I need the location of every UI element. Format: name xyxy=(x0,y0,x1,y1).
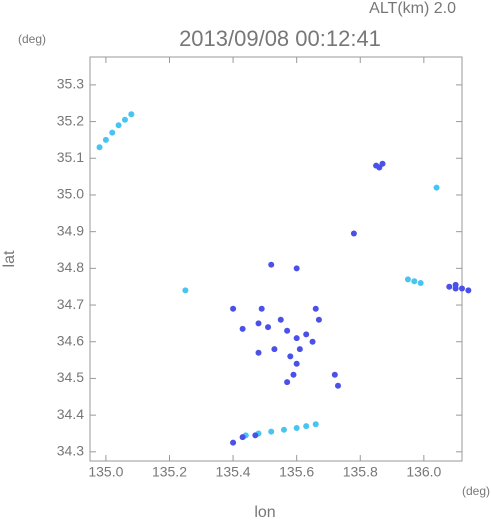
echo-point xyxy=(271,346,278,353)
x-tick-label: 135.0 xyxy=(88,464,123,480)
echo-point xyxy=(252,432,259,439)
x-tick-label: 135.6 xyxy=(279,464,314,480)
echo-point xyxy=(265,324,272,331)
echo-point xyxy=(239,434,246,441)
y-tick-label: 34.6 xyxy=(57,332,84,348)
echo-point xyxy=(115,122,122,129)
x-tick-label: 135.2 xyxy=(152,464,187,480)
echo-point xyxy=(312,305,319,312)
y-tick-label: 34.3 xyxy=(57,443,84,459)
y-tick-label: 34.8 xyxy=(57,259,84,275)
x-axis-label: lon xyxy=(254,504,275,521)
echo-point xyxy=(239,325,246,332)
echo-point xyxy=(335,382,341,389)
y-tick-label: 35.0 xyxy=(57,186,84,202)
echo-point xyxy=(315,316,322,323)
chart-subtitle: ALT(km) 2.0 xyxy=(369,0,456,17)
echo-point xyxy=(433,184,440,191)
y-tick-label: 34.7 xyxy=(57,296,84,312)
echo-point xyxy=(293,335,300,342)
echo-point xyxy=(109,129,116,136)
echo-point xyxy=(121,116,128,123)
echo-point xyxy=(255,320,262,327)
echo-point xyxy=(312,421,319,428)
y-tick-label: 35.2 xyxy=(57,112,84,128)
echo-point xyxy=(459,285,465,292)
echo-point xyxy=(465,287,472,294)
echo-point xyxy=(309,338,316,345)
y-tick-label: 34.9 xyxy=(57,222,84,238)
echo-point xyxy=(303,331,310,338)
echo-point xyxy=(293,360,300,367)
x-unit: (deg) xyxy=(462,484,490,498)
plot-frame xyxy=(89,56,463,462)
echo-point xyxy=(268,261,275,268)
echo-point xyxy=(290,371,297,378)
echo-point xyxy=(255,349,262,356)
echo-point xyxy=(96,144,103,151)
echo-point xyxy=(182,287,189,294)
y-tick-label: 35.1 xyxy=(57,149,84,165)
echo-point xyxy=(268,428,275,435)
echo-point xyxy=(293,424,300,431)
echo-point xyxy=(258,305,265,312)
echo-point xyxy=(284,379,291,386)
x-tick-label: 135.8 xyxy=(343,464,378,480)
echo-point xyxy=(350,230,357,237)
echo-point xyxy=(379,160,386,167)
chart-title: 2013/09/08 00:12:41 xyxy=(179,26,381,51)
echo-point xyxy=(446,283,453,290)
echo-point xyxy=(303,423,310,430)
x-tick-label: 135.4 xyxy=(216,464,251,480)
x-tick-label: 136.0 xyxy=(406,464,441,480)
y-axis-label: lat xyxy=(1,250,18,267)
echo-point xyxy=(331,371,338,378)
echo-point xyxy=(411,278,418,285)
echo-point xyxy=(128,111,135,118)
echo-point xyxy=(284,327,291,334)
echo-point xyxy=(452,281,459,288)
echo-point xyxy=(293,265,300,272)
echo-point xyxy=(230,305,237,312)
echo-point xyxy=(417,280,424,287)
echo-point xyxy=(102,136,109,143)
echo-point xyxy=(230,439,237,446)
y-unit: (deg) xyxy=(18,32,46,46)
echo-point xyxy=(280,426,287,433)
echo-point xyxy=(404,276,411,283)
echo-point xyxy=(287,353,294,360)
echo-point xyxy=(296,346,303,353)
y-tick-label: 34.4 xyxy=(57,406,84,422)
y-tick-label: 35.3 xyxy=(57,76,84,92)
y-tick-label: 34.5 xyxy=(57,369,84,385)
echo-point xyxy=(277,316,284,323)
